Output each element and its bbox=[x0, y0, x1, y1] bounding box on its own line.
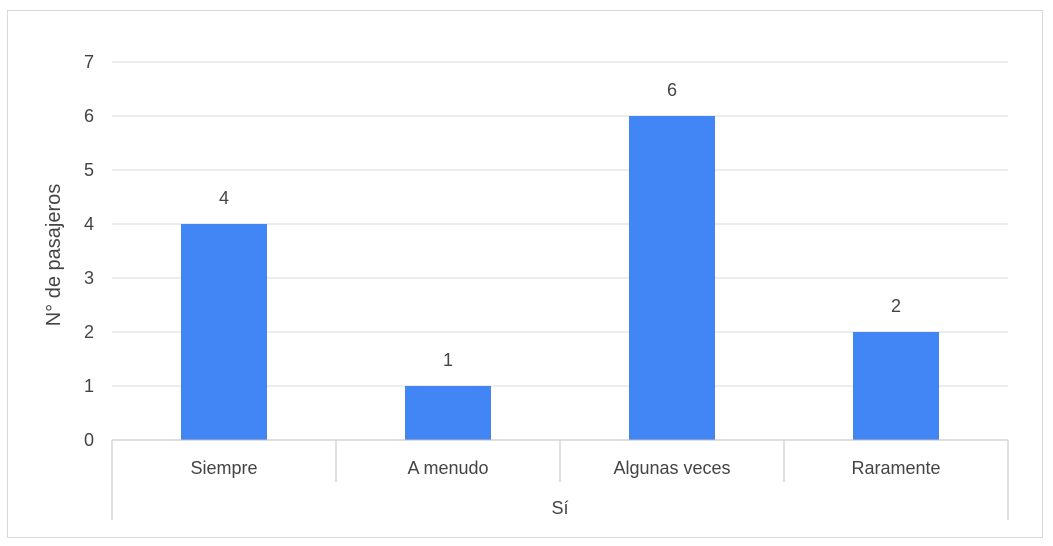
data-label: 6 bbox=[667, 80, 677, 100]
chart-frame bbox=[7, 10, 1043, 538]
data-label: 4 bbox=[219, 188, 229, 208]
x-category-label: Siempre bbox=[190, 458, 257, 478]
x-category-label: A menudo bbox=[407, 458, 488, 478]
y-tick-label: 0 bbox=[84, 430, 94, 450]
x-category-label: Raramente bbox=[851, 458, 940, 478]
bar-raramente bbox=[853, 332, 939, 440]
bars bbox=[181, 116, 939, 440]
y-tick-label: 4 bbox=[84, 214, 94, 234]
bar-algunas-veces bbox=[629, 116, 715, 440]
y-tick-label: 2 bbox=[84, 322, 94, 342]
y-axis-ticks: 0 1 2 3 4 5 6 7 bbox=[84, 52, 94, 450]
y-tick-label: 5 bbox=[84, 160, 94, 180]
y-tick-label: 3 bbox=[84, 268, 94, 288]
x-axis-group-label: Sí bbox=[551, 498, 568, 518]
y-axis-title: N° de pasajeros bbox=[43, 184, 65, 327]
data-labels: 4 1 6 2 bbox=[219, 80, 901, 370]
y-tick-label: 6 bbox=[84, 106, 94, 126]
y-tick-label: 1 bbox=[84, 376, 94, 396]
x-axis: Siempre A menudo Algunas veces Raramente bbox=[111, 439, 1009, 520]
data-label: 2 bbox=[891, 296, 901, 316]
x-category-label: Algunas veces bbox=[613, 458, 730, 478]
y-tick-label: 7 bbox=[84, 52, 94, 72]
bar-a-menudo bbox=[405, 386, 491, 440]
data-label: 1 bbox=[443, 350, 453, 370]
bar-siempre bbox=[181, 224, 267, 440]
